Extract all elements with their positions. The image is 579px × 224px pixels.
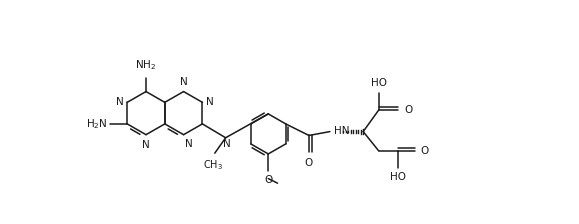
Text: HO: HO <box>371 78 387 88</box>
Text: HO: HO <box>390 172 406 182</box>
Text: NH$_2$: NH$_2$ <box>135 58 156 72</box>
Text: N: N <box>222 138 230 149</box>
Text: N: N <box>116 97 123 107</box>
Text: H$_2$N: H$_2$N <box>86 117 108 131</box>
Text: O: O <box>420 146 429 156</box>
Text: N: N <box>142 140 150 150</box>
Text: N: N <box>185 138 193 149</box>
Text: CH$_3$: CH$_3$ <box>203 158 223 172</box>
Text: HN: HN <box>334 126 349 136</box>
Text: O: O <box>264 175 272 185</box>
Text: N: N <box>206 97 214 107</box>
Text: O: O <box>404 105 412 115</box>
Text: N: N <box>179 77 188 87</box>
Text: O: O <box>305 158 313 168</box>
